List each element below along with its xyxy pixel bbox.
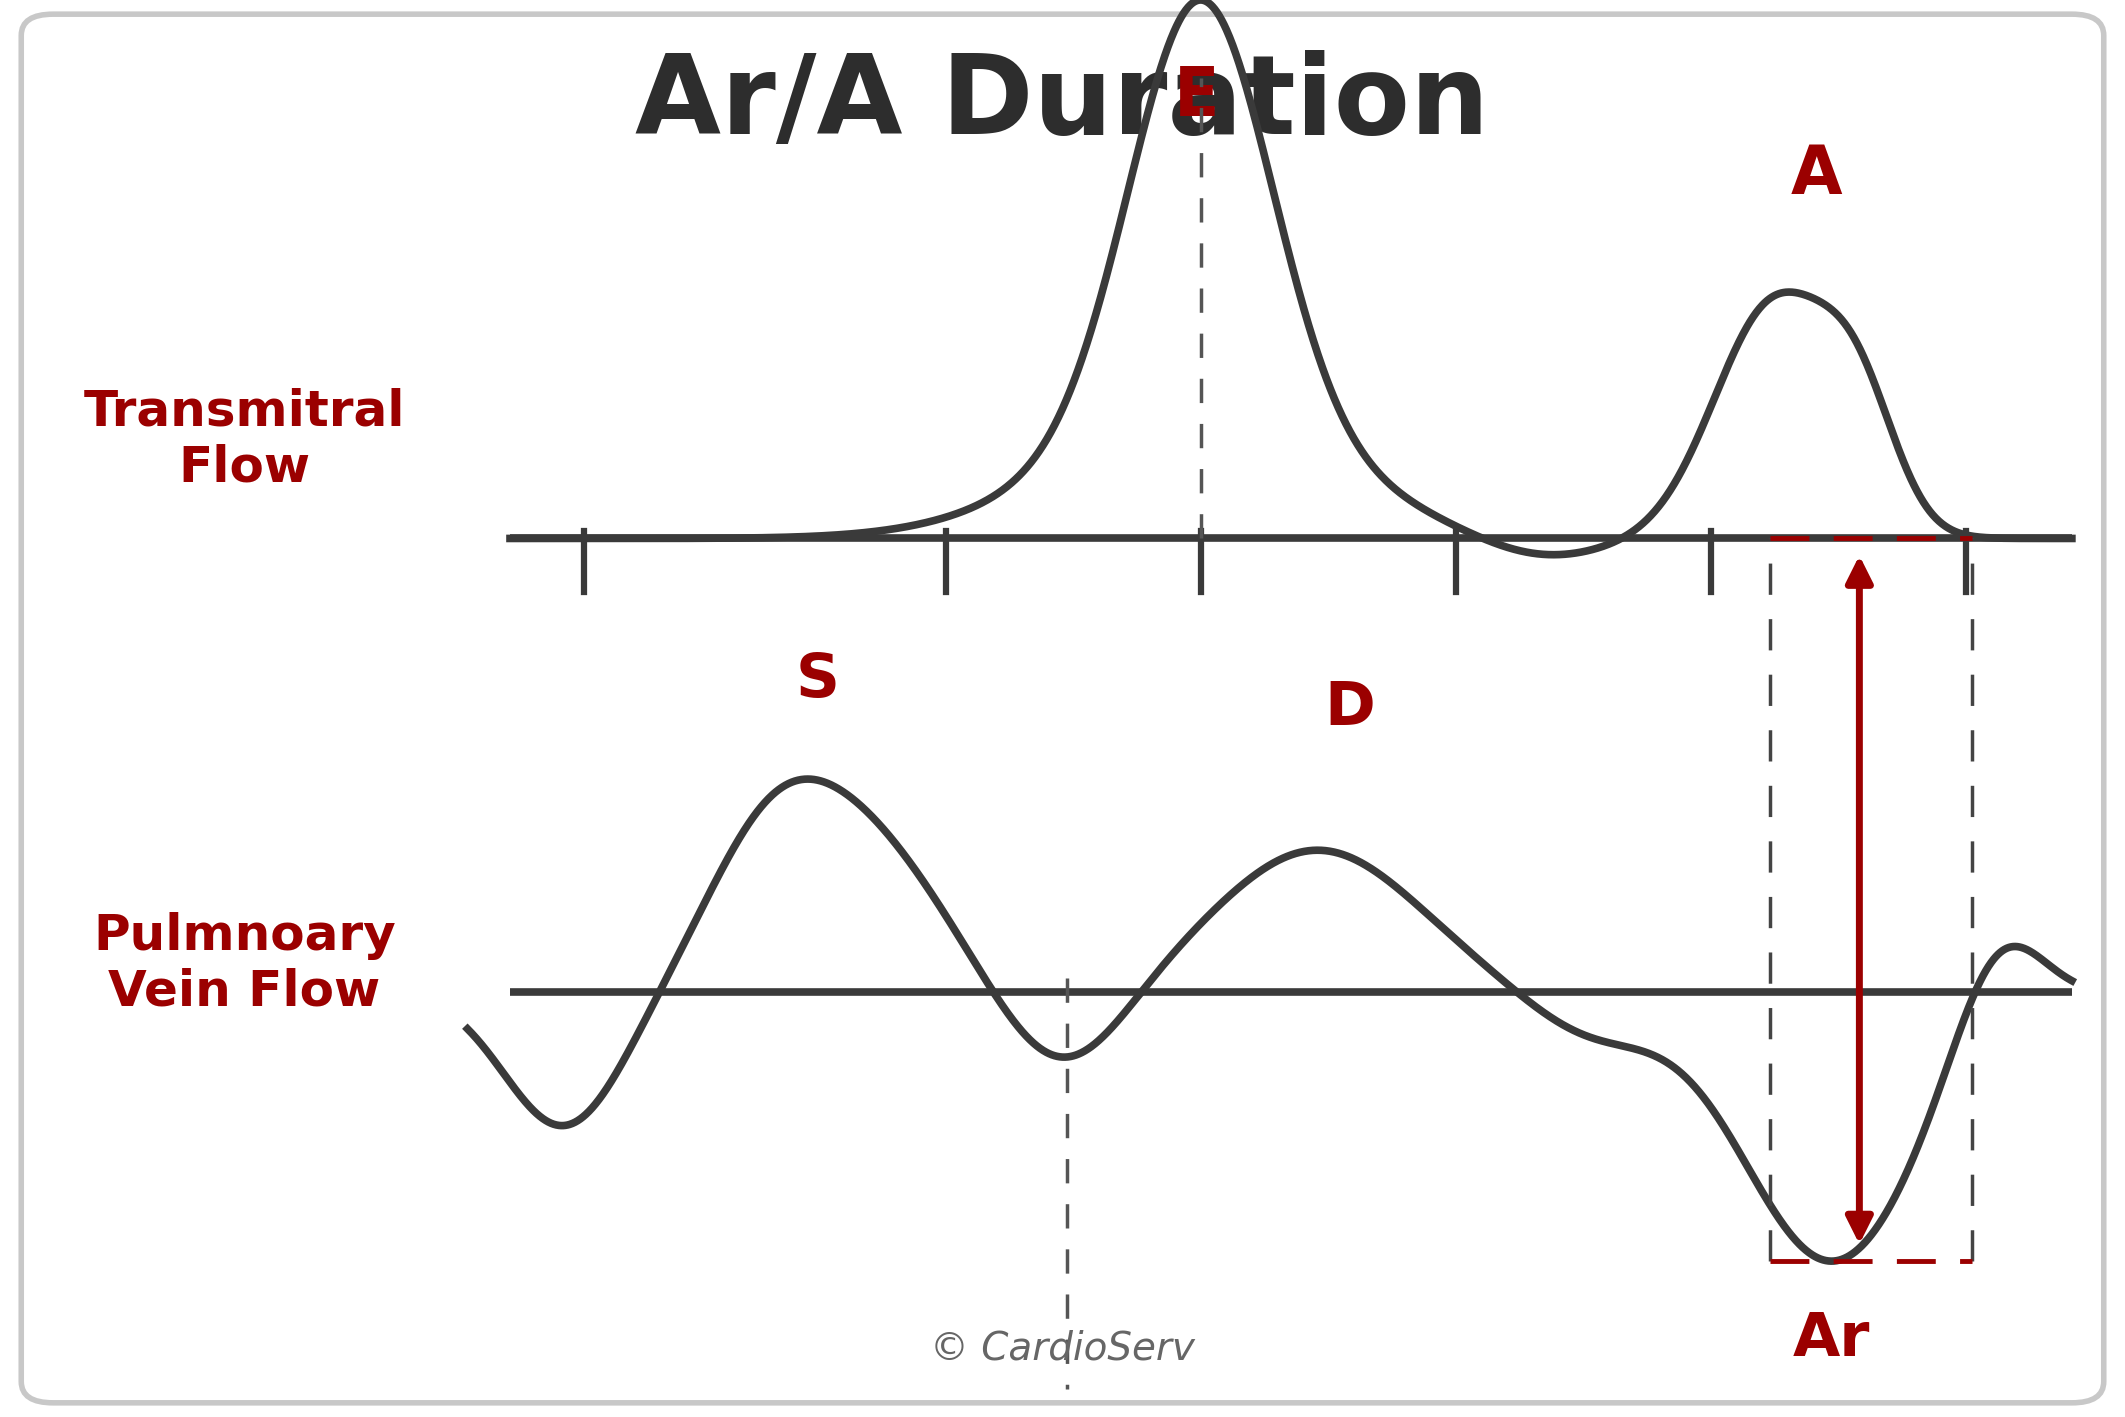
FancyBboxPatch shape <box>21 14 2104 1403</box>
Text: A: A <box>1791 142 1842 208</box>
Text: Pulmnoary
Vein Flow: Pulmnoary Vein Flow <box>94 911 395 1016</box>
Text: E: E <box>1173 64 1220 130</box>
Text: S: S <box>797 650 839 710</box>
Text: D: D <box>1324 679 1375 738</box>
Text: Ar: Ar <box>1794 1309 1870 1369</box>
Text: Ar/A Duration: Ar/A Duration <box>635 50 1490 157</box>
Text: Transmitral
Flow: Transmitral Flow <box>83 387 406 492</box>
Text: © CardioServ: © CardioServ <box>931 1331 1194 1367</box>
